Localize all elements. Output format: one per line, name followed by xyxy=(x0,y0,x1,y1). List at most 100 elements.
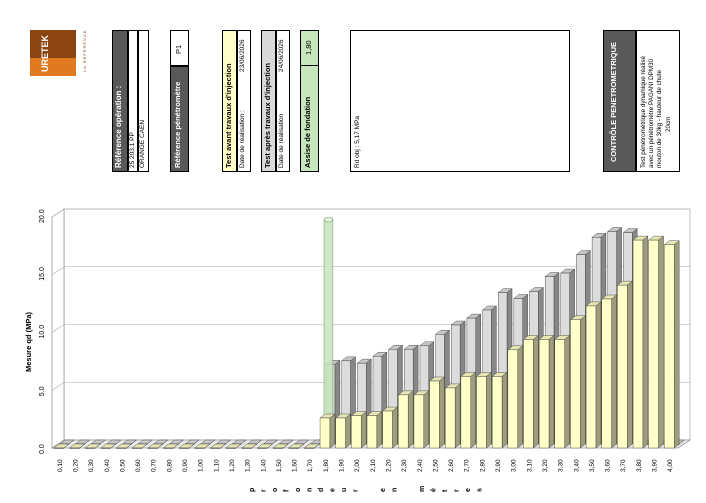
bar-avant xyxy=(335,413,352,449)
x-axis-title-letter: e xyxy=(330,488,337,492)
x-tick-label: 2,40 xyxy=(417,459,424,472)
test-apres-date-box xyxy=(276,30,290,172)
x-tick-label: 3,40 xyxy=(573,459,580,472)
x-tick-label: 2,00 xyxy=(354,459,361,472)
bar-avant-side xyxy=(658,235,664,449)
bar-avant-front xyxy=(178,447,190,449)
bar-avant-front xyxy=(632,239,644,449)
bar-avant-front xyxy=(648,239,659,449)
bar-avant-side xyxy=(407,390,414,449)
x-tick-label: 2,90 xyxy=(495,459,502,472)
bar-avant xyxy=(194,443,211,449)
controle-desc-box xyxy=(636,30,680,172)
bar-avant-front xyxy=(366,415,378,449)
controle-line-4: 20cm xyxy=(665,116,672,132)
bar-avant-front xyxy=(147,447,158,449)
bar-avant-front xyxy=(351,415,362,449)
x-tick-label: 1,90 xyxy=(339,459,346,472)
bar-avant xyxy=(225,443,242,449)
bar-avant xyxy=(616,280,633,449)
x-tick-label: 1,20 xyxy=(229,459,236,472)
x-axis-title-letter: u xyxy=(341,488,348,492)
controle-title-box xyxy=(603,30,636,172)
bar-avant xyxy=(507,345,524,449)
bar-avant-front xyxy=(335,417,346,449)
x-tick-label: 0,10 xyxy=(57,459,64,472)
test-avant-date-box xyxy=(237,30,251,172)
bar-avant-side xyxy=(345,413,351,449)
y-tick-label: 5.0 xyxy=(39,386,46,396)
bar-avant xyxy=(413,390,430,449)
bar-avant-front xyxy=(85,447,96,449)
x-tick-label: 3,60 xyxy=(605,459,612,472)
bar-avant-front xyxy=(507,349,518,449)
controle-title: CONTRÔLE PENETROMETRIQUE xyxy=(609,41,618,162)
bar-avant xyxy=(444,383,461,449)
operation-ref: 25 203.1 PP xyxy=(129,132,136,168)
x-tick-label: 0,90 xyxy=(182,459,189,472)
assise-label: Assise de fondation xyxy=(303,96,312,168)
x-tick-label: 1,70 xyxy=(307,459,314,472)
operation-ref-box xyxy=(128,30,138,172)
bar-avant xyxy=(256,443,273,449)
x-tick-label: 0,20 xyxy=(72,459,79,472)
bar-avant xyxy=(84,443,101,449)
bar-avant xyxy=(366,411,383,449)
bar-avant-front xyxy=(429,380,440,449)
bar-avant-front xyxy=(523,339,534,449)
bar-avant-front xyxy=(460,376,471,449)
bar-avant-side xyxy=(360,411,367,449)
bar-avant-front xyxy=(476,376,487,449)
rd-text: Rd obj : 5,17 MPa xyxy=(354,115,361,168)
penetrometre-label: Référence pénétromètre xyxy=(173,81,182,168)
x-tick-label: 1,80 xyxy=(323,459,330,472)
x-tick-label: 0,70 xyxy=(151,459,158,472)
test-apres-label-box xyxy=(261,30,276,172)
bar-avant xyxy=(178,443,195,449)
bar-avant-front xyxy=(288,447,299,449)
bar-avant-front xyxy=(225,447,237,449)
x-tick-label: 2,70 xyxy=(464,459,471,472)
bar-avant-front xyxy=(570,319,581,449)
x-tick-label: 3,10 xyxy=(526,459,533,472)
bar-avant-front xyxy=(210,447,221,449)
x-tick-label: 3,30 xyxy=(558,459,565,472)
x-tick-label: 1,40 xyxy=(260,459,267,472)
bar-avant xyxy=(162,443,179,449)
x-tick-label: 3,20 xyxy=(542,459,549,472)
x-tick-label: 2,80 xyxy=(479,459,486,472)
x-tick-label: 3,50 xyxy=(589,459,596,472)
bar-avant-side xyxy=(329,413,336,449)
bar-avant-front xyxy=(69,447,80,449)
bar-avant-side xyxy=(580,315,586,449)
y-tick-label: 15.0 xyxy=(39,267,46,281)
bar-avant xyxy=(491,371,508,449)
y-axis-title: Mesure qd (MPa) xyxy=(24,311,33,372)
bar-avant-side xyxy=(439,376,445,449)
bar-avant xyxy=(288,443,305,449)
x-axis-title: profondeurenmètres xyxy=(249,478,500,498)
bar-avant xyxy=(241,443,258,449)
bar-avant-side xyxy=(627,280,633,449)
x-tick-label: 3,00 xyxy=(511,459,518,472)
test-apres-label: Test après travaux d'injection xyxy=(263,62,272,168)
gridline xyxy=(51,266,690,275)
operation-client: ORANGE CAEN xyxy=(139,119,146,168)
x-tick-label: 0,50 xyxy=(119,459,126,472)
x-tick-label: 2,50 xyxy=(432,459,439,472)
bar-avant xyxy=(460,371,477,449)
bar-avant-front xyxy=(319,417,331,449)
bar-avant xyxy=(272,443,289,449)
x-tick-label: 1,30 xyxy=(245,459,252,472)
x-axis-title-letter: è xyxy=(431,488,438,492)
x-tick-label: 2,10 xyxy=(370,459,377,472)
bar-assise-cap xyxy=(323,216,334,223)
x-axis-title-letter: e xyxy=(465,488,472,492)
x-tick-label: 1,50 xyxy=(276,459,283,472)
x-axis-title-letter: t xyxy=(442,489,449,492)
y-tick-label: 10.0 xyxy=(39,325,46,339)
controle-line-1: Test pénétrométrique dynamique réalisé xyxy=(640,55,647,168)
x-axis-title-letter: n xyxy=(392,488,399,492)
bar-avant-side xyxy=(486,371,492,449)
bar-avant xyxy=(538,335,555,449)
